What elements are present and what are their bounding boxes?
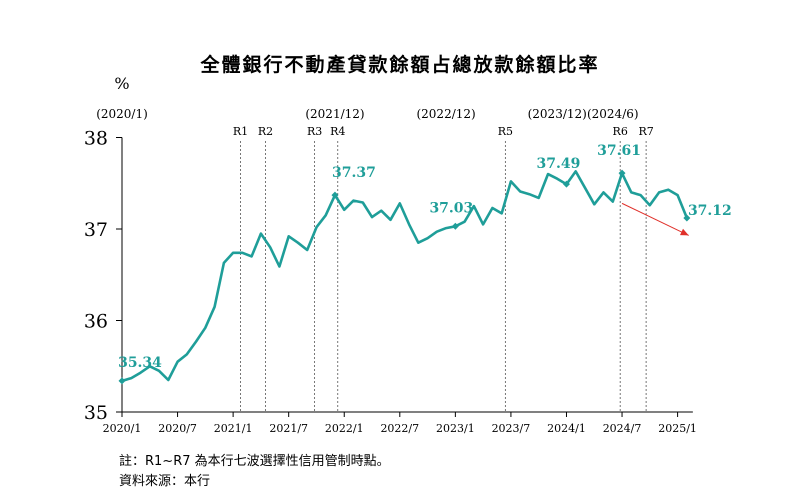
policy-label-r3: R3 <box>307 125 322 138</box>
x-tick-label: 2021/7 <box>269 422 308 435</box>
notes: 註：R1~R7 為本行七波選擇性信用管制時點。 資料來源：本行 <box>119 452 390 492</box>
data-marker <box>118 377 126 385</box>
line-chart: 35 36 37 38% 2020/1 2020/7 2021/1 2021/7 2022/1 2… <box>84 74 732 435</box>
chart-title: 全體銀行不動產貸款餘額占總放款餘額比率 <box>200 54 600 76</box>
x-tick-label: 2020/7 <box>158 422 197 435</box>
y-tick-label: 36 <box>84 311 108 333</box>
period-label: (2022/12) <box>416 107 475 121</box>
point-value-label: 37.37 <box>332 165 376 181</box>
x-tick-label: 2023/1 <box>436 422 475 435</box>
labels-layer: (2020/1) (2021/12) (2022/12) (2023/12) (2024… <box>96 107 732 371</box>
point-value-label: 37.61 <box>597 143 641 159</box>
policy-label-r7: R7 <box>638 125 653 138</box>
policy-label-r4: R4 <box>330 125 345 138</box>
data-marker <box>618 169 626 177</box>
trend-arrow-head <box>679 228 689 236</box>
y-tick-label: 37 <box>84 219 108 241</box>
policy-label-r1: R1 <box>233 125 248 138</box>
data-marker <box>562 180 570 188</box>
x-tick-label: 2020/1 <box>103 422 142 435</box>
x-tick-label: 2022/1 <box>325 422 364 435</box>
y-axis-unit: % <box>114 74 129 93</box>
policy-label-r5: R5 <box>498 125 513 138</box>
x-tick-label: 2021/1 <box>214 422 253 435</box>
x-tick-label: 2025/1 <box>658 422 697 435</box>
point-value-label: 37.49 <box>537 156 581 172</box>
point-value-label: 37.03 <box>429 200 473 216</box>
y-tick-label: 35 <box>84 402 108 424</box>
trend-arrow-line <box>621 202 689 236</box>
x-tick-label: 2023/7 <box>492 422 531 435</box>
y-tick-label: 38 <box>84 128 108 150</box>
x-tick-label: 2024/1 <box>547 422 586 435</box>
period-label: (2024/6) <box>587 107 639 121</box>
axes: 35 36 37 38% 2020/1 2020/7 2021/1 2021/7 2022/1 2… <box>84 74 697 435</box>
source-text: 資料來源：本行 <box>119 474 211 489</box>
data-marker <box>451 222 459 230</box>
policy-label-r6: R6 <box>613 125 628 138</box>
data-marker <box>331 191 339 199</box>
note-text: 註：R1~R7 為本行七波選擇性信用管制時點。 <box>119 454 390 469</box>
data-marker <box>683 214 691 222</box>
policy-label-r2: R2 <box>258 125 273 138</box>
series-line <box>121 170 689 383</box>
point-value-label: 37.12 <box>688 203 732 219</box>
point-value-label: 35.34 <box>118 355 162 371</box>
policy-events: R1 R2 R3 R4 R5 R6 R7 <box>233 125 654 412</box>
series-layer <box>118 169 691 385</box>
period-label: (2020/1) <box>96 107 148 121</box>
period-label: (2021/12) <box>305 107 364 121</box>
period-label: (2023/12) <box>528 107 587 121</box>
x-tick-label: 2022/7 <box>380 422 419 435</box>
x-tick-label: 2024/7 <box>603 422 642 435</box>
